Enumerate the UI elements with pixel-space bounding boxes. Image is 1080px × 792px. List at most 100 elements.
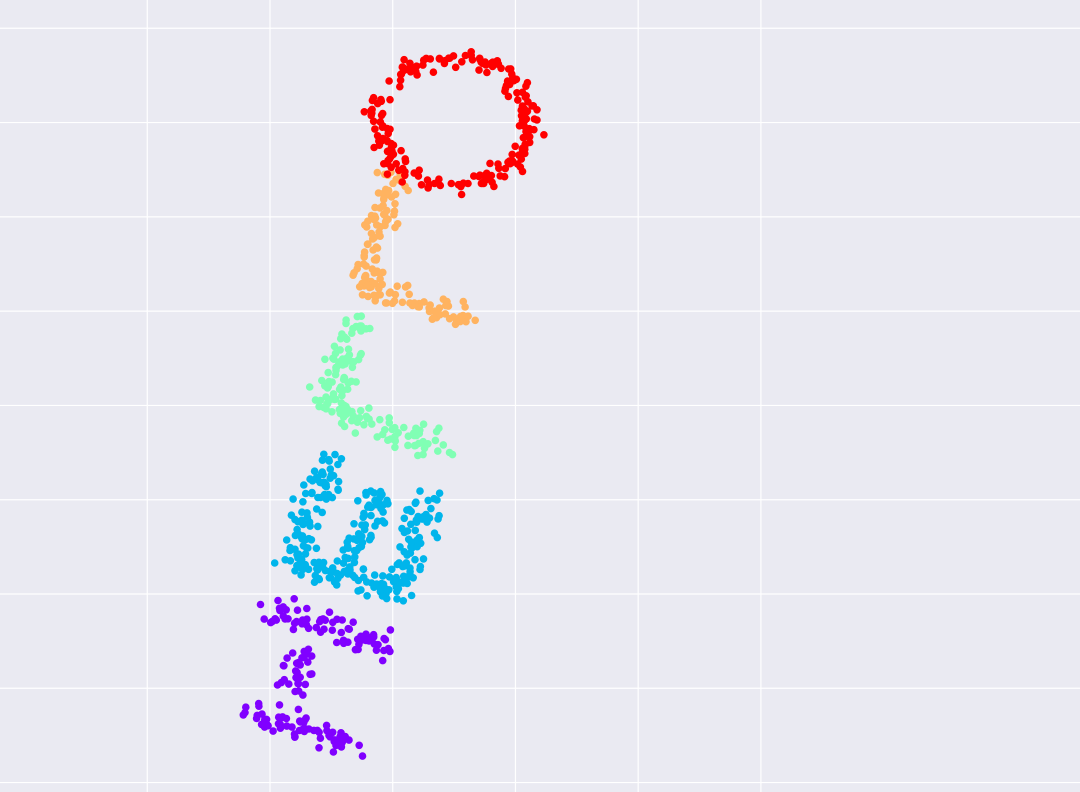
point-l [335,405,344,414]
point-e [403,551,411,559]
point-o [373,132,382,140]
point-o [530,125,538,134]
point-o [369,93,378,102]
point-o [476,55,484,64]
point-l [420,298,428,306]
point-h [276,724,285,732]
point-e [435,489,444,498]
point-l [385,419,394,427]
point-l [363,414,372,423]
point-l [347,357,356,366]
point-l [373,168,382,177]
point-o [475,66,483,74]
point-l [464,312,472,321]
point-o [440,59,449,68]
point-e [329,471,338,480]
point-o [505,80,514,89]
point-e [350,558,359,567]
point-l [391,223,399,232]
point-o [494,160,502,168]
point-e [435,511,443,520]
point-e [372,500,381,509]
point-h [355,741,364,750]
point-h [316,615,325,624]
point-e [399,597,408,605]
point-o [516,163,525,171]
point-o [447,179,456,188]
point-l [360,421,368,429]
point-e [315,575,324,584]
point-o [486,159,494,168]
point-e [299,520,307,529]
point-e [334,486,343,495]
point-e [286,557,295,565]
point-o [401,155,410,163]
point-o [396,76,405,85]
point-h [386,626,395,634]
point-o [530,115,539,123]
point-o [401,168,409,176]
point-h [302,620,311,629]
point-h [275,701,284,709]
point-o [497,64,505,73]
point-h [277,713,286,722]
point-o [457,190,466,199]
point-e [304,565,313,574]
point-l [369,246,377,254]
point-h [353,635,362,644]
point-e [287,511,296,519]
point-e [423,518,431,526]
point-l [420,444,429,453]
point-o [488,59,496,67]
point-o [406,59,414,68]
point-o [504,65,513,73]
point-o [540,131,548,139]
point-o [360,108,369,116]
point-e [333,569,342,578]
point-e [411,499,420,508]
point-e [299,498,307,506]
point-h [266,618,275,627]
point-h [281,615,289,623]
point-l [376,415,384,424]
point-o [522,132,530,141]
point-l [471,316,480,325]
point-o [512,75,521,84]
point-l [408,301,417,310]
point-l [419,450,427,459]
point-l [344,379,353,387]
point-l [331,395,340,404]
point-l [355,283,364,291]
point-e [359,573,368,582]
point-e [326,465,335,473]
point-e [427,504,435,513]
point-e [333,557,342,565]
point-h [298,725,307,734]
point-l [321,382,329,390]
point-o [380,160,388,168]
point-e [358,521,366,529]
point-e [301,489,310,498]
point-l [429,314,438,322]
point-e [331,450,339,459]
point-h [378,656,387,665]
point-h [337,628,346,637]
point-l [340,373,348,382]
point-o [436,181,445,190]
point-o [370,143,378,152]
point-e [407,520,415,529]
point-h [293,606,302,614]
point-l [382,185,390,194]
point-l [340,422,349,431]
point-l [360,273,369,282]
point-l [385,289,394,297]
point-o [377,97,386,106]
point-h [351,645,360,654]
point-e [297,571,305,579]
point-o [383,170,392,178]
point-h [332,741,340,750]
point-o [515,122,524,130]
point-e [393,595,401,603]
